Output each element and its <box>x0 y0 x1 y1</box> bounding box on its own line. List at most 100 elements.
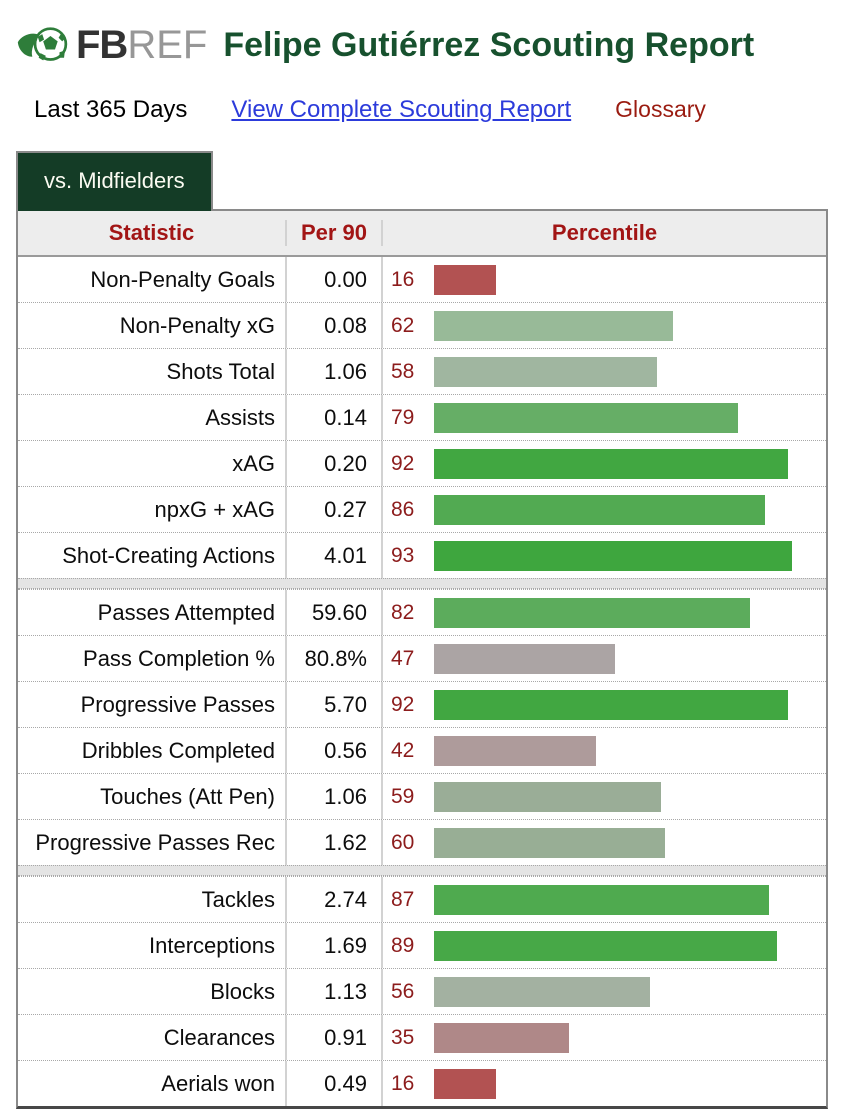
percentile-value: 82 <box>391 600 415 624</box>
fbref-logo[interactable]: FBREF <box>16 22 207 68</box>
percentile-bar-track <box>434 264 819 295</box>
per90-value: 5.70 <box>285 682 381 727</box>
per90-value: 0.08 <box>285 303 381 348</box>
table-body: Non-Penalty Goals 0.00 16 Non-Penalty xG… <box>18 257 826 1106</box>
percentile-value: 16 <box>391 267 415 291</box>
percentile-bar[interactable] <box>434 1068 496 1099</box>
table-row: Shots Total 1.06 58 <box>18 348 826 394</box>
per90-value: 4.01 <box>285 533 381 578</box>
percentile-bar[interactable] <box>434 827 665 858</box>
scouting-stats-table: Statistic Per 90 Percentile Non-Penalty … <box>16 209 828 1109</box>
period-label: Last 365 Days <box>34 96 188 123</box>
per90-value: 2.74 <box>285 877 381 922</box>
percentile-bar-track <box>434 448 819 479</box>
per90-value: 1.62 <box>285 820 381 865</box>
per90-value: 0.14 <box>285 395 381 440</box>
table-row: Touches (Att Pen) 1.06 59 <box>18 773 826 819</box>
percentile-bar-track <box>434 356 819 387</box>
statistic-label: Shot-Creating Actions <box>62 542 275 568</box>
percentile-bar[interactable] <box>434 884 769 915</box>
percentile-cell: 47 <box>381 636 826 681</box>
percentile-cell: 58 <box>381 349 826 394</box>
percentile-bar-track <box>434 402 819 433</box>
percentile-cell: 42 <box>381 728 826 773</box>
complete-report-link[interactable]: View Complete Scouting Report <box>231 96 572 123</box>
table-row: Passes Attempted 59.60 82 <box>18 589 826 635</box>
per90-value: 0.20 <box>285 441 381 486</box>
glossary-link[interactable]: Glossary <box>615 96 706 122</box>
tab-vs-midfielders[interactable]: vs. Midfielders <box>16 151 213 211</box>
percentile-value: 62 <box>391 313 415 337</box>
percentile-cell: 16 <box>381 1061 826 1106</box>
percentile-bar[interactable] <box>434 494 766 525</box>
percentile-cell: 59 <box>381 774 826 819</box>
percentile-bar-track <box>434 1068 819 1099</box>
percentile-bar[interactable] <box>434 930 777 961</box>
logo-ref: REF <box>127 23 208 67</box>
percentile-bar[interactable] <box>434 356 658 387</box>
column-header-per90[interactable]: Per 90 <box>285 220 381 246</box>
percentile-bar-track <box>434 735 819 766</box>
statistic-label: Aerials won <box>161 1070 275 1096</box>
logo-fb: FB <box>76 23 128 67</box>
statistic-label: Passes Attempted <box>97 599 275 625</box>
percentile-value: 92 <box>391 451 415 475</box>
percentile-value: 35 <box>391 1025 415 1049</box>
statistic-label: Shots Total <box>166 358 275 384</box>
per90-value: 0.56 <box>285 728 381 773</box>
section-separator <box>18 865 826 876</box>
percentile-value: 59 <box>391 784 415 808</box>
statistic-label: Assists <box>205 404 275 430</box>
percentile-cell: 89 <box>381 923 826 968</box>
percentile-cell: 87 <box>381 877 826 922</box>
percentile-bar[interactable] <box>434 448 789 479</box>
percentile-bar[interactable] <box>434 402 739 433</box>
percentile-bar[interactable] <box>434 597 750 628</box>
column-header-statistic[interactable]: Statistic <box>108 220 195 245</box>
table-row: Progressive Passes Rec 1.62 60 <box>18 819 826 865</box>
percentile-bar[interactable] <box>434 976 650 1007</box>
percentile-bar[interactable] <box>434 689 789 720</box>
percentile-cell: 79 <box>381 395 826 440</box>
table-row: Dribbles Completed 0.56 42 <box>18 727 826 773</box>
percentile-value: 92 <box>391 692 415 716</box>
percentile-bar[interactable] <box>434 735 596 766</box>
per90-value: 0.49 <box>285 1061 381 1106</box>
table-row: npxG + xAG 0.27 86 <box>18 486 826 532</box>
percentile-value: 79 <box>391 405 415 429</box>
percentile-bar[interactable] <box>434 643 615 674</box>
table-row: Shot-Creating Actions 4.01 93 <box>18 532 826 578</box>
statistic-label: Clearances <box>163 1024 275 1050</box>
percentile-bar[interactable] <box>434 1022 569 1053</box>
statistic-label: npxG + xAG <box>154 496 275 522</box>
percentile-value: 60 <box>391 830 415 854</box>
statistic-label: Progressive Passes Rec <box>35 829 275 855</box>
percentile-bar-track <box>434 689 819 720</box>
table-row: Progressive Passes 5.70 92 <box>18 681 826 727</box>
table-header-row: Statistic Per 90 Percentile <box>18 211 826 257</box>
percentile-bar-track <box>434 597 819 628</box>
table-row: Aerials won 0.49 16 <box>18 1060 826 1106</box>
percentile-bar[interactable] <box>434 540 793 571</box>
section-separator <box>18 578 826 589</box>
statistic-label: Touches (Att Pen) <box>100 783 275 809</box>
percentile-bar[interactable] <box>434 781 662 812</box>
percentile-value: 58 <box>391 359 415 383</box>
percentile-value: 87 <box>391 887 415 911</box>
percentile-bar-track <box>434 643 819 674</box>
statistic-label: Non-Penalty Goals <box>90 266 275 292</box>
column-header-percentile[interactable]: Percentile <box>381 220 826 246</box>
percentile-cell: 35 <box>381 1015 826 1060</box>
table-row: Pass Completion % 80.8% 47 <box>18 635 826 681</box>
table-row: Interceptions 1.69 89 <box>18 922 826 968</box>
percentile-cell: 62 <box>381 303 826 348</box>
percentile-bar[interactable] <box>434 264 496 295</box>
percentile-value: 86 <box>391 497 415 521</box>
statistic-label: Pass Completion % <box>83 645 275 671</box>
statistic-label: Tackles <box>201 886 275 912</box>
percentile-bar[interactable] <box>434 310 673 341</box>
page-header: FBREF Felipe Gutiérrez Scouting Report <box>16 20 832 70</box>
percentile-value: 56 <box>391 979 415 1003</box>
table-row: xAG 0.20 92 <box>18 440 826 486</box>
table-row: Tackles 2.74 87 <box>18 876 826 922</box>
